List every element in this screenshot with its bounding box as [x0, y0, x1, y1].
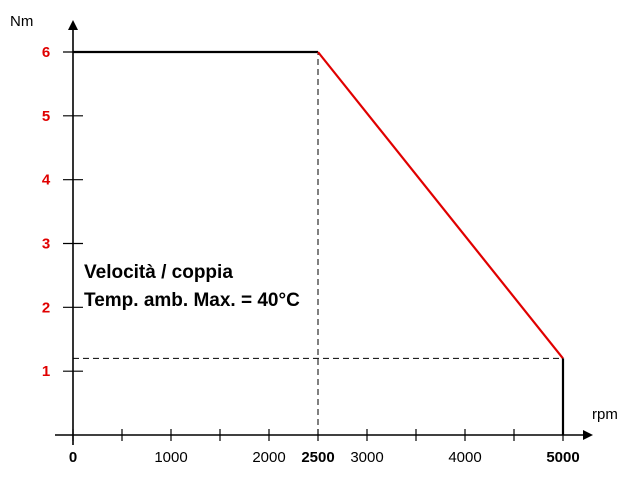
- reference-lines: [73, 52, 563, 435]
- x-tick-label: 2000: [252, 449, 285, 466]
- annotation-line-1: Velocità / coppia: [84, 262, 233, 283]
- ticks: [63, 51, 564, 441]
- x-axis-arrow-icon: [583, 430, 593, 440]
- x-tick-label: 2500: [301, 449, 334, 466]
- x-axis-label: rpm: [592, 406, 618, 423]
- x-tick-label: 4000: [448, 449, 481, 466]
- annotation-line-2: Temp. amb. Max. = 40°C: [84, 290, 300, 311]
- tick-labels: 0 1000 2000 2500 3000 4000 5000 1 2 3 4 5 6: [42, 44, 580, 466]
- x-tick-label: 0: [69, 449, 77, 466]
- derating-line: [317, 51, 564, 360]
- y-tick-label: 3: [42, 236, 50, 253]
- x-tick-label: 5000: [546, 449, 579, 466]
- axes: [55, 20, 593, 445]
- y-tick-label: 6: [42, 44, 50, 61]
- y-tick-label: 4: [42, 172, 51, 189]
- y-axis-arrow-icon: [68, 20, 78, 30]
- x-tick-label: 3000: [350, 449, 383, 466]
- x-tick-label: 1000: [154, 449, 187, 466]
- series: [73, 50, 565, 435]
- y-tick-label: 1: [42, 363, 50, 380]
- y-axis-label: Nm: [10, 13, 33, 30]
- y-tick-label: 2: [42, 299, 50, 316]
- y-tick-label: 5: [42, 108, 50, 125]
